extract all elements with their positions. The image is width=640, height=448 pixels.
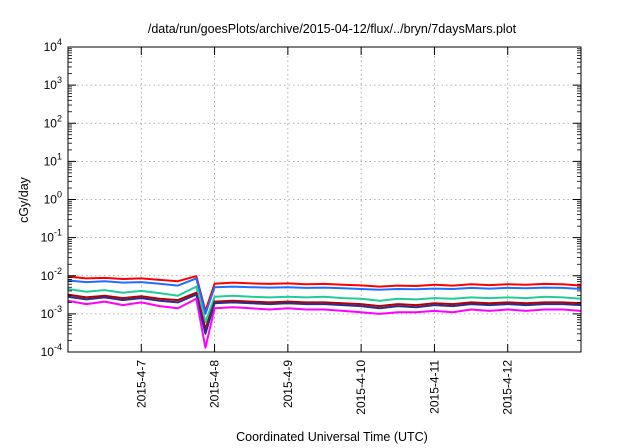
y-tick-label: 10-3 — [41, 304, 62, 321]
series-lines — [67, 275, 582, 349]
x-tick-label: 2015-4-8 — [208, 360, 222, 408]
x-tick-label: 2015-4-9 — [281, 360, 295, 408]
y-axis: 10-4 10-3 10-2 10-1 100 101 102 103 104 — [41, 37, 581, 359]
y-tick-label: 104 — [44, 37, 62, 54]
series-line — [67, 291, 582, 330]
y-tick-label: 103 — [44, 75, 62, 92]
y-axis-label: cGy/day — [17, 176, 31, 223]
y-tick-label: 101 — [44, 151, 62, 168]
x-tick-label: 2015-4-12 — [501, 360, 515, 415]
series-line — [67, 277, 582, 315]
x-tick-label: 2015-4-7 — [134, 360, 148, 408]
series-line — [67, 285, 582, 324]
series-line — [67, 293, 582, 335]
y-tick-label: 100 — [44, 190, 62, 207]
chart-title: /data/run/goesPlots/archive/2015-04-12/f… — [148, 22, 517, 36]
x-axis-label: Coordinated Universal Time (UTC) — [236, 430, 428, 444]
x-tick-label: 2015-4-10 — [354, 360, 368, 415]
y-tick-label: 102 — [44, 113, 62, 130]
y-tick-label: 10-4 — [41, 342, 62, 359]
y-tick-label: 10-2 — [41, 266, 62, 283]
y-tick-label: 10-1 — [41, 228, 62, 245]
x-tick-label: 2015-4-11 — [427, 360, 441, 414]
series-line — [67, 297, 582, 349]
x-axis: 2015-4-7 2015-4-8 2015-4-9 2015-4-10 2015-4-… — [134, 47, 515, 415]
grid — [68, 47, 581, 352]
series-line — [67, 275, 582, 312]
